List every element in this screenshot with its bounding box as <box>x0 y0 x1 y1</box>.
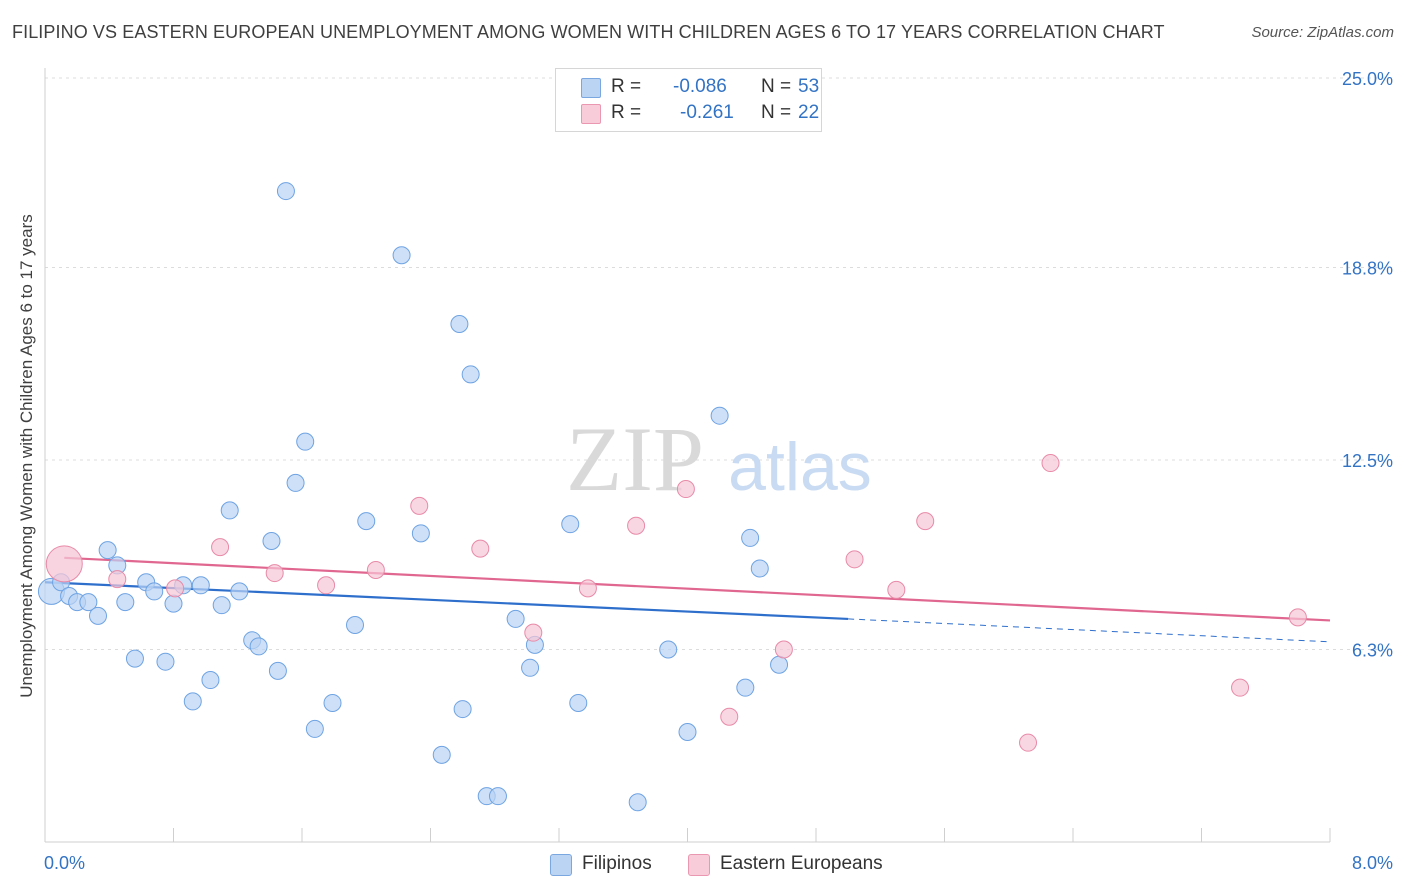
eastern-europeans-point <box>887 580 906 599</box>
filipinos-point <box>392 246 411 265</box>
filipinos-swatch <box>581 78 601 98</box>
filipinos-point <box>145 582 164 601</box>
eastern-europeans-swatch <box>581 104 601 124</box>
gridlines <box>45 77 1395 650</box>
eastern-europeans-point <box>720 707 739 726</box>
eastern-europeans-point <box>1231 678 1250 697</box>
filipinos-point <box>212 596 231 615</box>
n-label: N = <box>761 102 792 123</box>
filipinos-trend-extension <box>848 618 1331 643</box>
eastern-europeans-point <box>774 640 793 659</box>
filipinos-point <box>659 640 678 659</box>
filipinos-point <box>191 576 210 595</box>
filipinos-point <box>296 432 315 451</box>
x-tick-label: 8.0% <box>1352 853 1393 873</box>
source-label: Source: ZipAtlas.com <box>1251 24 1394 41</box>
filipinos-point <box>89 606 108 625</box>
filipinos-point <box>262 531 281 550</box>
n-value: 53 <box>798 76 820 97</box>
eastern-europeans-point <box>676 480 695 499</box>
tick-labels: 6.3% 12.5% 18.8% 25.0% 0.0% 8.0% <box>44 69 1393 873</box>
y-tick-label: 18.8% <box>1342 258 1393 278</box>
filipinos-point <box>156 652 175 671</box>
filipinos-point <box>201 671 220 690</box>
legend-label: Eastern Europeans <box>720 853 883 874</box>
eastern-europeans-point <box>366 561 385 580</box>
filipinos-point <box>488 787 507 806</box>
filipinos-point <box>220 501 239 520</box>
chart-title: FILIPINO VS EASTERN EUROPEAN UNEMPLOYMEN… <box>12 22 1165 42</box>
filipinos-point <box>741 528 760 547</box>
filipinos-point <box>569 693 588 712</box>
filipinos-point <box>432 745 451 764</box>
filipinos-point <box>249 637 268 656</box>
filipinos-point <box>561 515 580 534</box>
data-points <box>37 182 1307 812</box>
eastern-europeans-point <box>845 550 864 569</box>
legend-label: Filipinos <box>582 853 652 874</box>
filipinos-point <box>286 473 305 492</box>
eastern-europeans-point <box>211 538 230 557</box>
eastern-europeans-point <box>471 539 490 558</box>
eastern-europeans-point <box>524 623 543 642</box>
eastern-europeans-point <box>1041 454 1060 473</box>
filipinos-point <box>750 559 769 578</box>
eastern-europeans-point <box>166 579 185 598</box>
x-tick-label: 0.0% <box>44 853 85 873</box>
filipinos-point <box>710 406 729 425</box>
filipinos-point <box>521 658 540 677</box>
watermark: ZIP atlas <box>566 408 872 510</box>
filipinos-point <box>461 365 480 384</box>
filipinos-point <box>506 609 525 628</box>
filipinos-point <box>450 315 469 334</box>
watermark-atlas: atlas <box>728 429 872 505</box>
eastern-europeans-swatch <box>688 854 710 876</box>
filipinos-point <box>346 616 365 635</box>
r-label: R = <box>611 76 642 97</box>
filipinos-point <box>305 719 324 738</box>
filipinos-point <box>230 582 249 601</box>
eastern-europeans-point <box>1019 733 1038 752</box>
n-label: N = <box>761 76 792 97</box>
filipinos-point <box>268 661 287 680</box>
eastern-europeans-point <box>410 496 429 515</box>
filipinos-point <box>183 692 202 711</box>
filipinos-point <box>98 541 117 560</box>
y-tick-label: 12.5% <box>1342 451 1393 471</box>
filipinos-point <box>323 693 342 712</box>
filipinos-point <box>628 793 647 812</box>
eastern-europeans-point <box>317 576 336 595</box>
axes <box>44 68 1331 843</box>
filipinos-point <box>116 593 135 612</box>
eastern-europeans-point <box>916 512 935 531</box>
y-tick-label: 25.0% <box>1342 69 1393 89</box>
filipinos-point <box>164 594 183 613</box>
filipinos-point <box>357 512 376 531</box>
eastern-europeans-point <box>265 564 284 583</box>
r-value: -0.086 <box>673 76 727 97</box>
filipinos-point <box>79 593 98 612</box>
eastern-europeans-point <box>578 579 597 598</box>
r-label: R = <box>611 102 642 123</box>
eastern-europeans-point <box>108 570 127 589</box>
y-tick-label: 6.3% <box>1352 640 1393 660</box>
filipinos-point <box>276 182 295 201</box>
eastern-europeans-point <box>1288 608 1307 627</box>
eastern-europeans-point <box>45 545 83 583</box>
filipinos-swatch <box>550 854 572 876</box>
filipinos-point <box>125 649 144 668</box>
filipinos-point <box>736 678 755 697</box>
filipinos-point <box>678 722 697 741</box>
filipinos-point <box>411 524 430 543</box>
stats-legend: R = -0.086 N = 53 R = -0.261 N = 22 <box>555 68 822 132</box>
n-value: 22 <box>798 102 820 123</box>
r-value: -0.261 <box>680 102 734 123</box>
filipinos-point <box>770 655 789 674</box>
filipinos-point <box>453 700 472 719</box>
eastern-europeans-point <box>627 516 646 535</box>
